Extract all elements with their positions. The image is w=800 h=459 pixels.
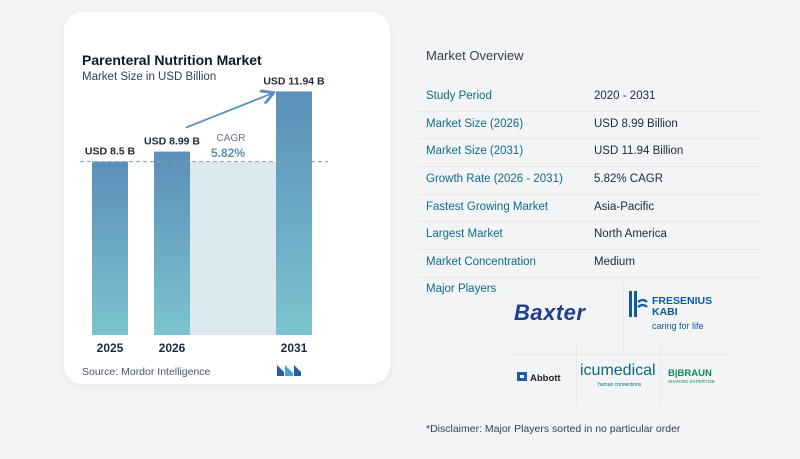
mordor-logo-icon [277, 365, 301, 376]
overview-row-market-size-2026: Market Size (2026) USD 8.99 Billion [418, 112, 760, 140]
baxter-logo: Baxter [514, 300, 586, 325]
x-tick-label: 2025 [97, 341, 124, 355]
source-note: Source: Mordor Intelligence [82, 366, 211, 378]
bar-2025 [92, 161, 128, 335]
row-label: Market Size (2026) [426, 117, 524, 130]
icu-medical-tagline: human connections [598, 382, 642, 388]
logo-divider [510, 354, 732, 355]
disclaimer: *Disclaimer: Major Players sorted in no … [426, 423, 681, 435]
row-label: Largest Market [426, 228, 503, 241]
overview-row-concentration: Market Concentration Medium [418, 250, 760, 278]
abbott-logo: Abbott [530, 373, 561, 384]
fresenius-name: FRESENIUS [652, 295, 713, 307]
overview-table: Study Period 2020 - 2031 Market Size (20… [418, 84, 760, 278]
row-label: Market Concentration [426, 256, 536, 269]
bar-value-label: USD 8.99 B [144, 136, 200, 148]
bar-value-label: USD 11.94 B [263, 75, 325, 87]
row-value: 5.82% CAGR [594, 173, 664, 186]
logo-divider [576, 342, 577, 404]
fresenius-tagline: caring for life [652, 321, 704, 331]
cagr-label: CAGR [217, 133, 246, 144]
x-tick-label: 2026 [159, 341, 186, 355]
chart-title: Parenteral Nutrition Market [82, 52, 262, 68]
row-label: Study Period [426, 90, 492, 102]
kabi-name: KABI [652, 306, 678, 318]
row-value: USD 8.99 Billion [594, 117, 678, 130]
overview-row-largest-market: Largest Market North America [418, 222, 760, 251]
row-value: 2020 - 2031 [594, 90, 656, 102]
cagr-value: 5.82% [211, 146, 245, 160]
overview-row-study-period: Study Period 2020 - 2031 [418, 84, 760, 112]
bar-2031 [276, 91, 312, 335]
major-players-logos: Baxter FRESENIUS KABI caring for life Ab… [510, 282, 732, 404]
row-value: USD 11.94 Billion [594, 145, 684, 158]
chart-subtitle: Market Size in USD Billion [82, 71, 217, 83]
bar-value-label: USD 8.5 B [85, 146, 136, 158]
icu-medical-logo: icumedical [580, 362, 656, 379]
overview-title: Market Overview [426, 48, 524, 63]
major-players-label: Major Players [426, 283, 497, 295]
fresenius-kabi-logo: FRESENIUS KABI [652, 296, 712, 318]
overview-row-market-size-2031: Market Size (2031) USD 11.94 Billion [418, 139, 760, 168]
logo-divider [660, 342, 661, 404]
overview-row-growth-rate: Growth Rate (2026 - 2031) 5.82% CAGR [418, 167, 760, 195]
abbott-mark-icon [517, 372, 527, 381]
x-tick-label: 2031 [281, 341, 308, 355]
row-label: Fastest Growing Market [426, 200, 549, 213]
row-value: Medium [594, 256, 635, 269]
cagr-arrow [185, 93, 272, 129]
row-value: North America [594, 228, 667, 241]
bar-2026 [154, 151, 190, 335]
overview-row-fastest-growing: Fastest Growing Market Asia-Pacific [418, 195, 760, 223]
row-label: Market Size (2031) [426, 145, 524, 158]
baseline-shade [190, 161, 276, 335]
row-label: Growth Rate (2026 - 2031) [426, 173, 563, 186]
fresenius-kabi-mark-icon [629, 291, 648, 317]
logo-divider [623, 282, 624, 354]
bbraun-logo: B|BRAUN [668, 368, 712, 379]
bbraun-tagline: SHARING EXPERTISE [668, 379, 715, 384]
row-value: Asia-Pacific [594, 200, 655, 213]
